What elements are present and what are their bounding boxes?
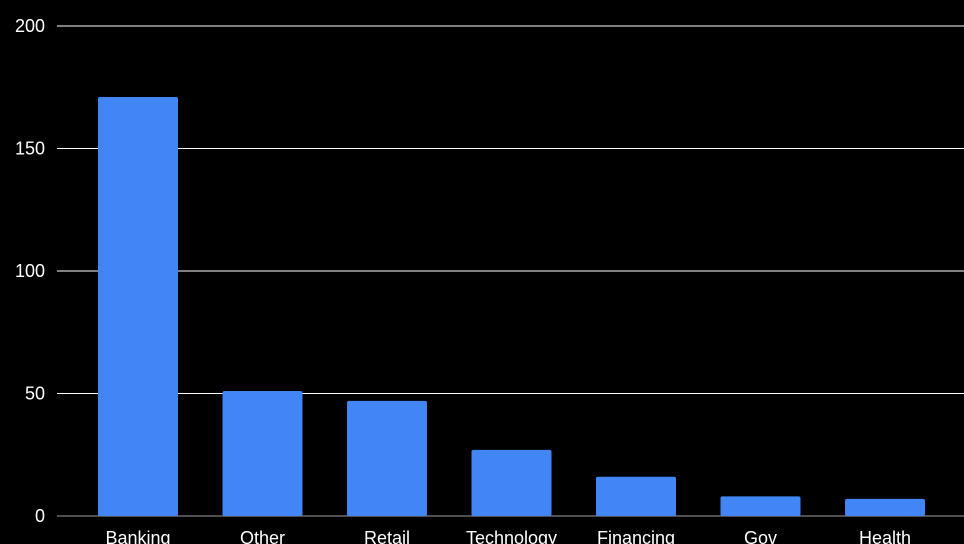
x-tick-label-financing: Financing: [597, 528, 675, 544]
bar-financing[interactable]: [596, 476, 676, 516]
grid-lines: [57, 25, 964, 517]
y-tick-label: 100: [15, 261, 45, 281]
y-tick-label: 200: [15, 16, 45, 36]
bar-gov[interactable]: [720, 496, 801, 516]
bars: [98, 97, 925, 517]
x-tick-label-retail: Retail: [364, 528, 410, 544]
x-tick-label-banking: Banking: [105, 528, 170, 544]
bar-other[interactable]: [222, 391, 303, 516]
x-axis-labels: Banking Other Retail Technology Financing Gov…: [105, 528, 911, 544]
x-tick-label-other: Other: [240, 528, 285, 544]
x-tick-label-gov: Gov: [744, 528, 777, 544]
bar-health[interactable]: [845, 498, 925, 516]
bar-technology[interactable]: [471, 449, 552, 516]
bar-retail[interactable]: [347, 400, 427, 516]
x-tick-label-health: Health: [859, 528, 911, 544]
x-tick-label-technology: Technology: [466, 528, 557, 544]
y-axis-ticks: 0 50 100 150 200: [15, 16, 45, 526]
y-tick-label: 150: [15, 139, 45, 159]
bar-banking[interactable]: [98, 97, 178, 517]
y-tick-label: 0: [35, 506, 45, 526]
y-tick-label: 50: [25, 384, 45, 404]
